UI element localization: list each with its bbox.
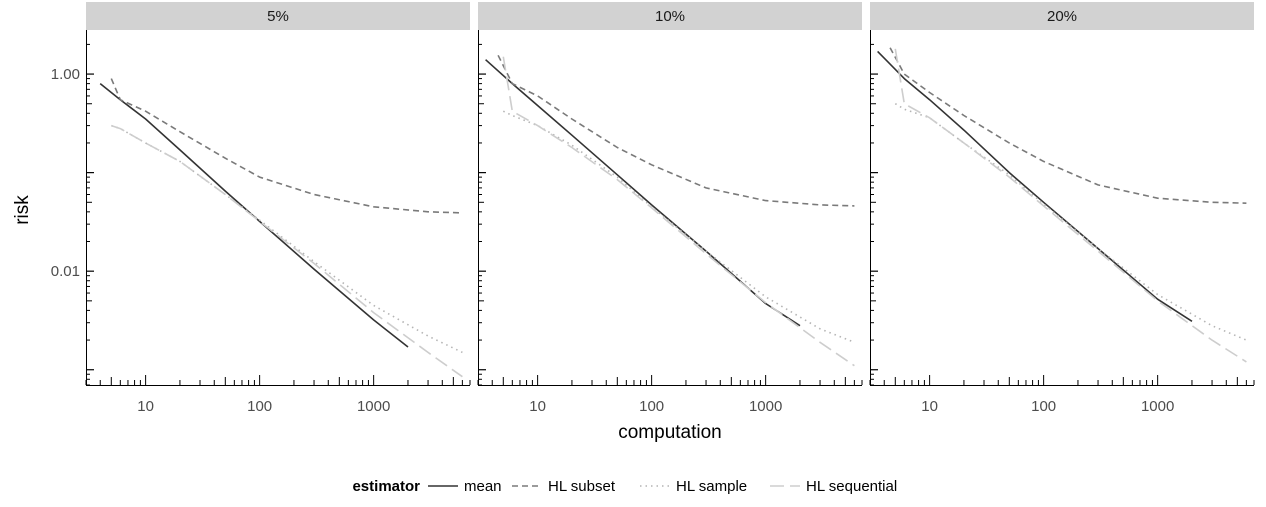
x-axis-title: computation [618, 422, 722, 443]
x-tick-label: 10 [137, 398, 154, 415]
series-line-mean [877, 50, 1193, 322]
y-tick-label: 1.00 [51, 66, 80, 83]
panel-0: 5% 10 100 1000 1.00 0.01 [51, 2, 471, 415]
series-line-hl-sequential [502, 56, 855, 367]
series-line-mean [99, 82, 409, 348]
x-tick-label: 1000 [357, 398, 390, 415]
x-tick-label: 100 [1031, 398, 1056, 415]
legend-title: estimator [352, 478, 420, 495]
x-tick-label: 10 [921, 398, 938, 415]
x-tick-label: 10 [529, 398, 546, 415]
facet-strip [870, 2, 1254, 30]
facet-label: 5% [267, 8, 289, 25]
legend: estimator mean HL subset HL sample HL sequen… [352, 478, 897, 495]
series-line-hl-sequential [111, 124, 463, 378]
x-tick-label: 100 [247, 398, 272, 415]
panel-1: 10% 10 100 1000 [477, 2, 863, 415]
facet-label: 10% [655, 8, 685, 25]
facet-label: 20% [1047, 8, 1077, 25]
legend-label: HL sample [676, 478, 747, 495]
series-line-hl-sequential [894, 48, 1247, 363]
facet-strip [86, 2, 470, 30]
x-tick-label: 1000 [749, 398, 782, 415]
series-line-hl-sample [111, 124, 463, 354]
x-tick-label: 100 [639, 398, 664, 415]
series-line-hl-sample [894, 103, 1247, 341]
series-line-hl-subset [497, 54, 855, 207]
series-line-hl-subset [889, 47, 1247, 204]
legend-label: HL subset [548, 478, 616, 495]
panel-2: 20% 10 100 1000 [869, 2, 1255, 415]
x-tick-label: 1000 [1141, 398, 1174, 415]
y-tick-label: 0.01 [51, 263, 80, 280]
series-line-mean [485, 59, 801, 327]
legend-label: mean [464, 478, 502, 495]
facet-strip [478, 2, 862, 30]
legend-label: HL sequential [806, 478, 897, 495]
series-line-hl-sample [502, 110, 855, 344]
y-axis-title: risk [12, 195, 33, 225]
series-line-hl-subset [110, 78, 463, 214]
